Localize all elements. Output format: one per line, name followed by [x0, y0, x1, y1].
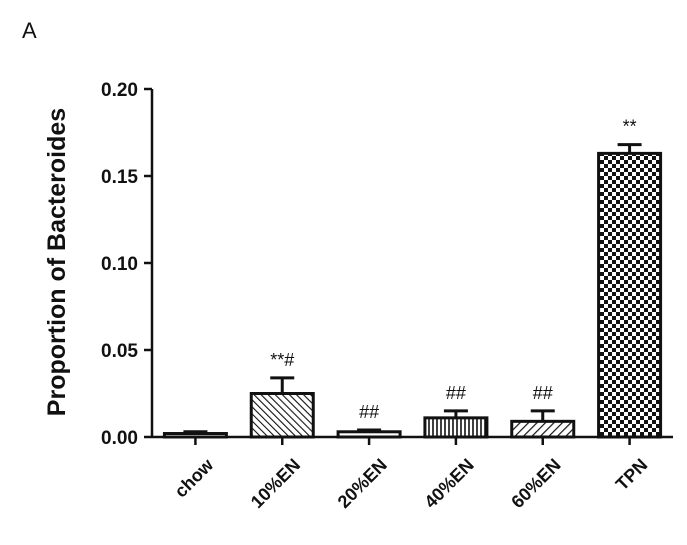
x-tick-label: 60%EN: [507, 455, 564, 512]
bar-20pcten: [336, 430, 402, 439]
y-tick-labels: 0.00 0.05 0.10 0.15 0.20: [101, 80, 138, 449]
x-tick-label: 40%EN: [420, 455, 477, 512]
x-tick-label: chow: [171, 454, 218, 501]
error-bars: [183, 143, 642, 434]
y-axis-label: Proportion of Bacteroides: [43, 108, 71, 416]
significance-mark: **: [623, 117, 637, 137]
bar-tpn: [597, 151, 663, 439]
significance-annotations: **# ## ## ## **: [270, 117, 636, 422]
y-tick-label: 0.05: [101, 341, 138, 362]
y-tick-label: 0.00: [101, 428, 138, 449]
x-tick-label: 10%EN: [247, 455, 304, 512]
significance-mark: **#: [270, 350, 294, 370]
significance-mark: ##: [446, 383, 466, 403]
x-tick-label: 20%EN: [334, 455, 391, 512]
bar-60pcten: [510, 419, 576, 439]
axes: [144, 87, 673, 445]
bar-10pcten: [249, 392, 315, 439]
y-tick-label: 0.15: [101, 167, 138, 188]
x-tick-label: TPN: [612, 455, 652, 495]
y-tick-label: 0.10: [101, 254, 138, 275]
bar-chow: [162, 432, 228, 439]
significance-mark: ##: [359, 402, 379, 422]
y-tick-label: 0.20: [101, 80, 138, 101]
bar-40pcten: [423, 416, 489, 439]
significance-mark: ##: [533, 383, 553, 403]
bars: [162, 151, 663, 439]
x-tick-labels: chow 10%EN 20%EN 40%EN 60%EN TPN: [171, 454, 652, 512]
panel-label: A: [22, 18, 37, 43]
